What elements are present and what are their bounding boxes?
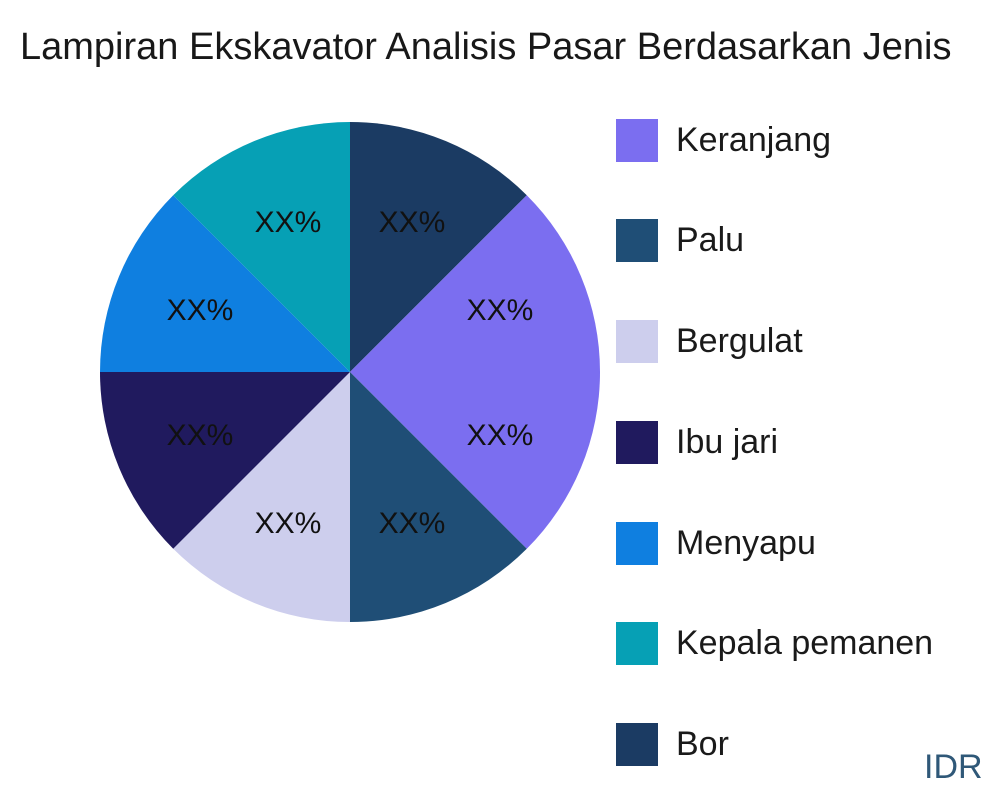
svg-text:XX%: XX%	[379, 507, 446, 540]
svg-text:XX%: XX%	[167, 419, 234, 452]
svg-text:XX%: XX%	[379, 206, 446, 239]
svg-text:XX%: XX%	[467, 294, 534, 327]
svg-text:XX%: XX%	[255, 507, 322, 540]
svg-text:XX%: XX%	[467, 419, 534, 452]
svg-text:XX%: XX%	[167, 294, 234, 327]
svg-text:XX%: XX%	[255, 206, 322, 239]
